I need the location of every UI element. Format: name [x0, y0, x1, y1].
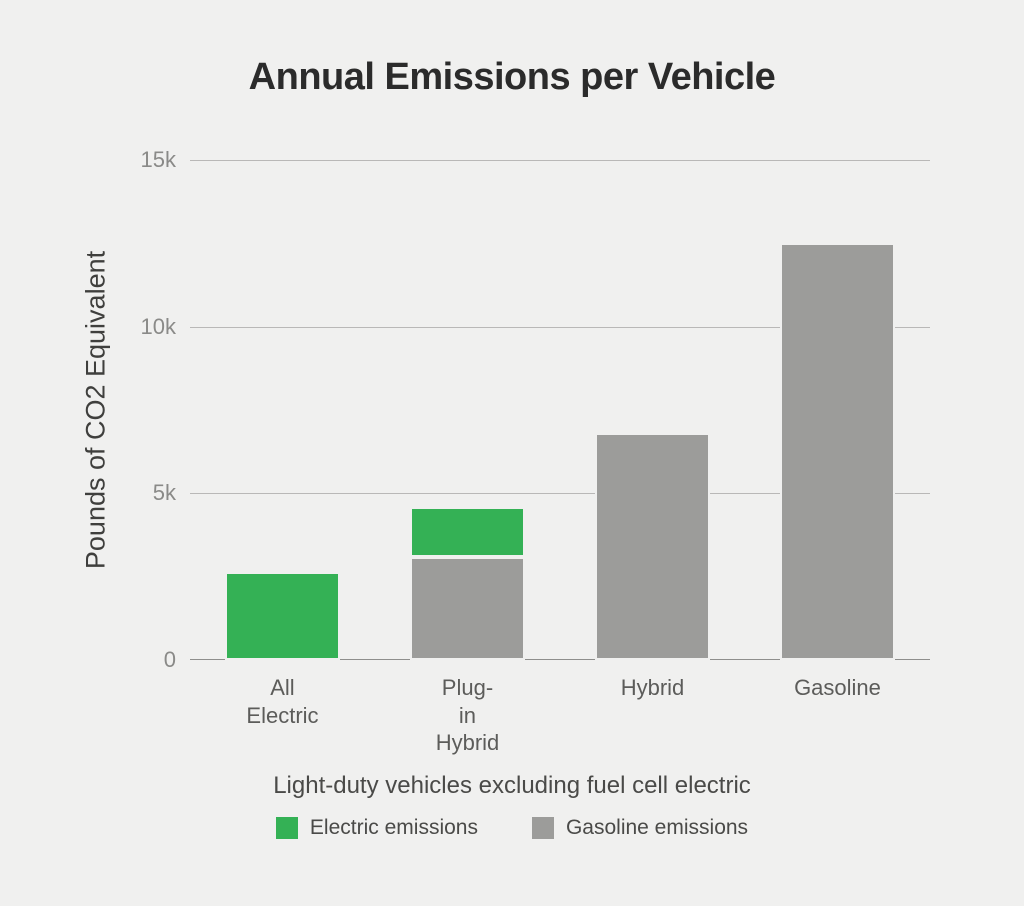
bar-segment-gasoline [780, 243, 895, 660]
bar-gasoline: Gasoline [780, 160, 895, 660]
x-tick-label: Hybrid [621, 674, 685, 702]
bar-segment-gasoline [410, 557, 525, 660]
plot-area: 05k10k15kAll ElectricPlug-in HybridHybri… [190, 160, 930, 660]
legend-item-gasoline: Gasoline emissions [532, 816, 748, 840]
y-axis-title: Pounds of CO2 Equivalent [81, 251, 112, 569]
y-tick-label: 5k [153, 480, 176, 506]
chart-title: Annual Emissions per Vehicle [0, 56, 1024, 99]
y-tick-label: 10k [141, 314, 176, 340]
legend-item-electric: Electric emissions [276, 816, 478, 840]
x-tick-label: Gasoline [794, 674, 881, 702]
x-tick-label: All Electric [246, 674, 318, 729]
y-tick-label: 0 [164, 647, 176, 673]
bar-plug-in-hybrid: Plug-in Hybrid [410, 160, 525, 660]
bar-all-electric: All Electric [225, 160, 340, 660]
bar-segment-electric [410, 507, 525, 557]
x-tick-label: Plug-in Hybrid [436, 674, 500, 757]
legend-label: Gasoline emissions [566, 816, 748, 840]
x-axis-title: Light-duty vehicles excluding fuel cell … [0, 772, 1024, 800]
bar-hybrid: Hybrid [595, 160, 710, 660]
legend-swatch [532, 817, 554, 839]
chart-legend: Electric emissions Gasoline emissions [0, 816, 1024, 840]
emissions-chart: Annual Emissions per Vehicle Pounds of C… [0, 0, 1024, 906]
y-tick-label: 15k [141, 147, 176, 173]
legend-label: Electric emissions [310, 816, 478, 840]
legend-swatch [276, 817, 298, 839]
bar-segment-gasoline [595, 433, 710, 660]
bar-segment-electric [225, 572, 340, 660]
